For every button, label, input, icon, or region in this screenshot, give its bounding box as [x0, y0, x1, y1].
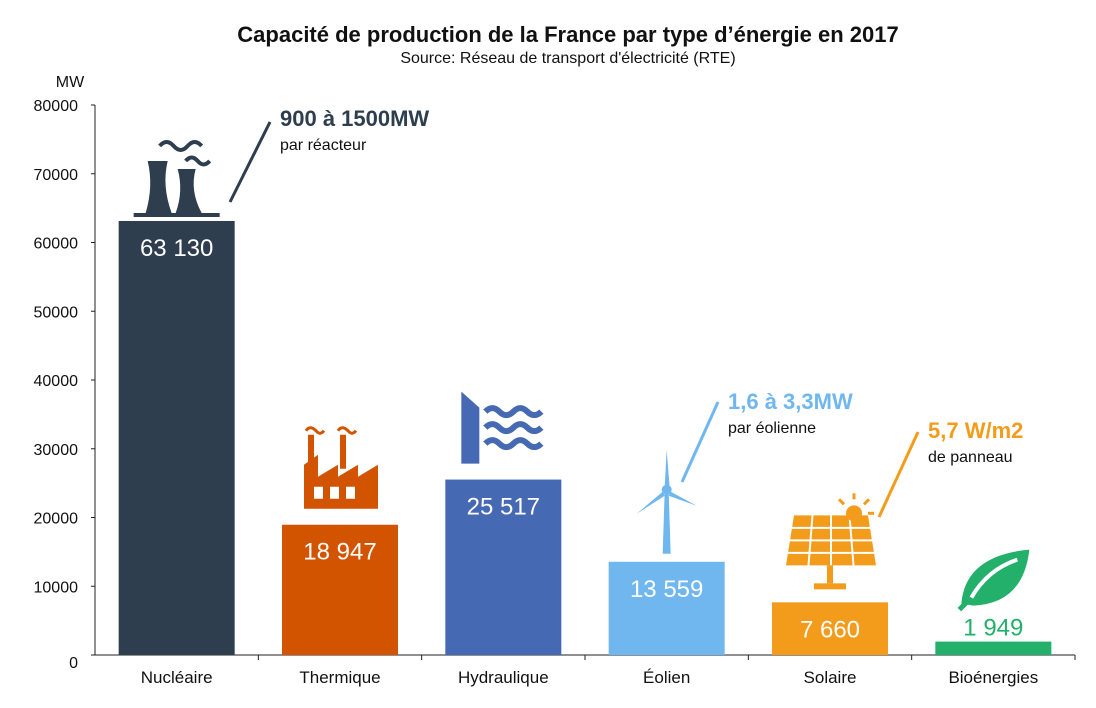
annotation-leader-line: [680, 401, 720, 483]
y-tick-label: 0: [69, 655, 78, 672]
y-tick-label: 30000: [34, 442, 79, 459]
data-label: 18 947: [303, 539, 376, 566]
data-label: 13 559: [630, 576, 703, 603]
bar: [935, 641, 1052, 655]
x-tick-label: Hydraulique: [458, 668, 549, 687]
annotation-detail: par éolienne: [728, 420, 816, 437]
annotation-leader-line: [228, 121, 272, 203]
y-tick-label: 70000: [34, 167, 79, 184]
y-tick-label: 40000: [34, 373, 79, 390]
x-tick-label: Solaire: [804, 668, 857, 687]
y-tick-label: 80000: [34, 98, 79, 115]
y-tick-label: 60000: [34, 236, 79, 253]
y-axis-unit-label: MW: [56, 74, 85, 91]
y-tick-label: 10000: [34, 579, 79, 596]
annotation-detail: de panneau: [928, 449, 1013, 466]
bar: [445, 479, 562, 655]
factory-icon: [304, 426, 378, 509]
bar: [608, 561, 725, 655]
dam-icon: [461, 391, 544, 464]
annotation-headline: 1,6 à 3,3MW: [728, 389, 853, 414]
data-label: 25 517: [467, 494, 540, 521]
chart-title: Capacité de production de la France par …: [237, 22, 899, 47]
y-tick-label: 50000: [34, 304, 79, 321]
nuclear-plant-icon: [133, 140, 220, 217]
bar: [282, 524, 398, 655]
bar: [118, 220, 235, 655]
data-label: 63 130: [140, 235, 213, 262]
y-tick-label: 20000: [34, 511, 79, 528]
wind-turbine-icon: [636, 449, 697, 554]
annotation-leader-line: [877, 431, 920, 518]
annotation-detail: par réacteur: [280, 137, 367, 154]
x-tick-label: Éolien: [643, 668, 690, 687]
annotation-headline: 900 à 1500MW: [280, 106, 429, 131]
x-tick-label: Nucléaire: [141, 668, 213, 687]
x-tick-label: Thermique: [299, 668, 380, 687]
data-label: 1 949: [963, 615, 1023, 642]
chart-subtitle: Source: Réseau de transport d'électricit…: [400, 50, 736, 67]
x-tick-label: Bioénergies: [948, 668, 1038, 687]
solar-panel-icon: [786, 493, 876, 590]
leaf-icon: [957, 549, 1030, 612]
annotation-headline: 5,7 W/m2: [928, 418, 1023, 443]
bar: [772, 602, 888, 655]
data-label: 7 660: [800, 616, 860, 643]
